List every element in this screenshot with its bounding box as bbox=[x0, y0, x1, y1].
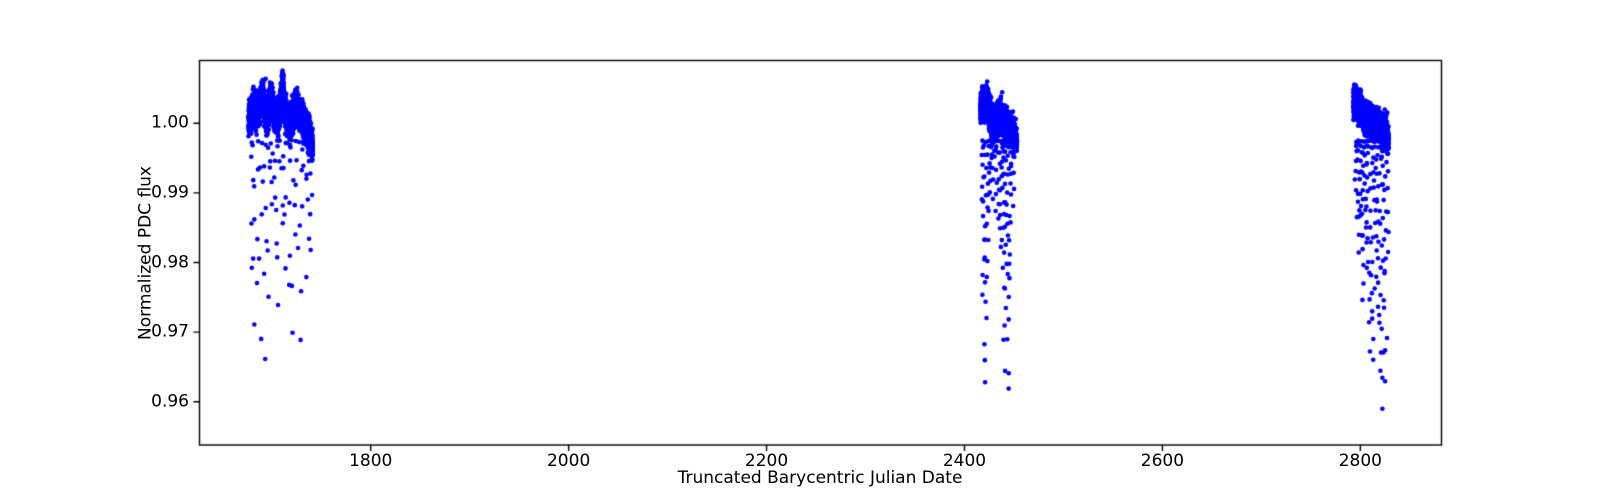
x-tick-label: 2400 bbox=[942, 451, 987, 471]
y-tick-label: 0.97 bbox=[151, 321, 189, 342]
x-tick-label: 2600 bbox=[1140, 451, 1185, 471]
y-tick-label: 0.99 bbox=[151, 182, 189, 203]
x-tick-label: 2800 bbox=[1338, 451, 1382, 471]
x-tick-label: 1800 bbox=[349, 451, 393, 471]
x-tick-label: 2000 bbox=[546, 451, 591, 471]
y-tick-label: 0.96 bbox=[151, 391, 189, 412]
y-tick-label: 0.98 bbox=[151, 252, 189, 272]
y-tick-label: 1.00 bbox=[151, 112, 189, 133]
x-tick-label: 2200 bbox=[744, 451, 789, 471]
x-axis-label: Truncated Barycentric Julian Date bbox=[677, 468, 963, 488]
